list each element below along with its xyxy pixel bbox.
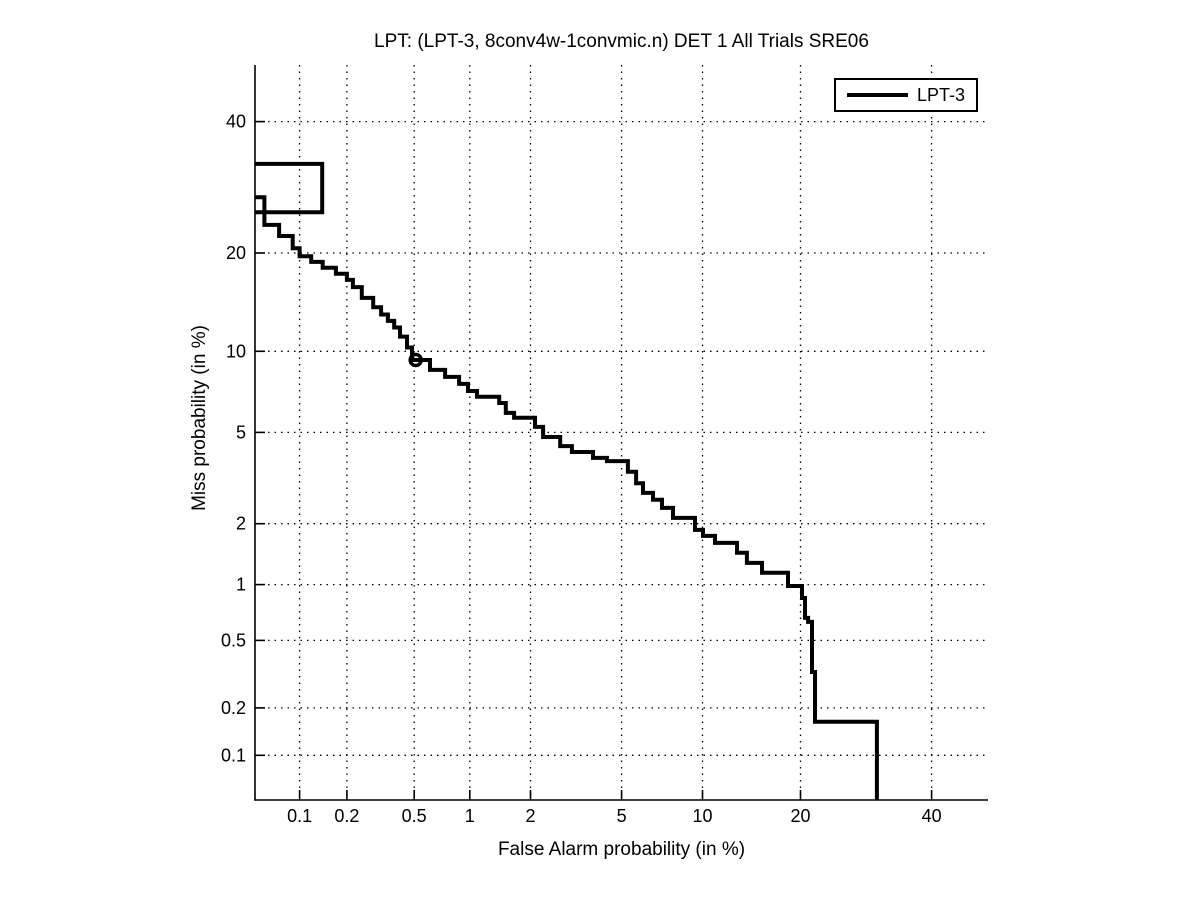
y-tick-label: 40	[226, 112, 246, 132]
chart-title: LPT: (LPT-3, 8conv4w-1convmic.n) DET 1 A…	[374, 31, 869, 52]
y-tick-label: 5	[236, 422, 246, 442]
x-tick-label: 20	[790, 806, 810, 826]
x-axis-label: False Alarm probability (in %)	[497, 839, 746, 860]
y-tick-label: 20	[226, 243, 246, 263]
legend-line-sample	[847, 93, 908, 97]
y-tick-label: 10	[226, 341, 246, 361]
legend-label: LPT-3	[917, 84, 966, 105]
x-tick-label: 1	[465, 806, 475, 826]
y-tick-label: 0.1	[221, 745, 246, 765]
operating-point-marker	[408, 352, 423, 368]
det-curve	[255, 195, 879, 800]
y-tick-label: 0.2	[221, 698, 246, 718]
x-tick-label: 40	[922, 806, 942, 826]
x-tick-label: 5	[617, 806, 627, 826]
x-tick-label: 0.5	[402, 806, 427, 826]
x-tick-label: 0.2	[334, 806, 359, 826]
y-axis-label: Miss probability (in %)	[189, 325, 210, 511]
det-curve-start-box	[255, 161, 325, 215]
y-tick-label: 2	[236, 514, 246, 534]
y-tick-label: 1	[236, 575, 246, 595]
x-tick-label: 0.1	[287, 806, 312, 826]
tick-labels: 0.1 0.2 0.5 1 2 5 10 20 40 40 20 10 5 2 1 0.5 0.2 0.1	[221, 112, 942, 826]
legend: LPT-3	[834, 78, 978, 112]
grid-lines	[255, 65, 988, 800]
axes	[254, 65, 988, 801]
x-tick-label: 2	[525, 806, 535, 826]
y-tick-label: 0.5	[221, 630, 246, 650]
x-tick-label: 10	[692, 806, 712, 826]
